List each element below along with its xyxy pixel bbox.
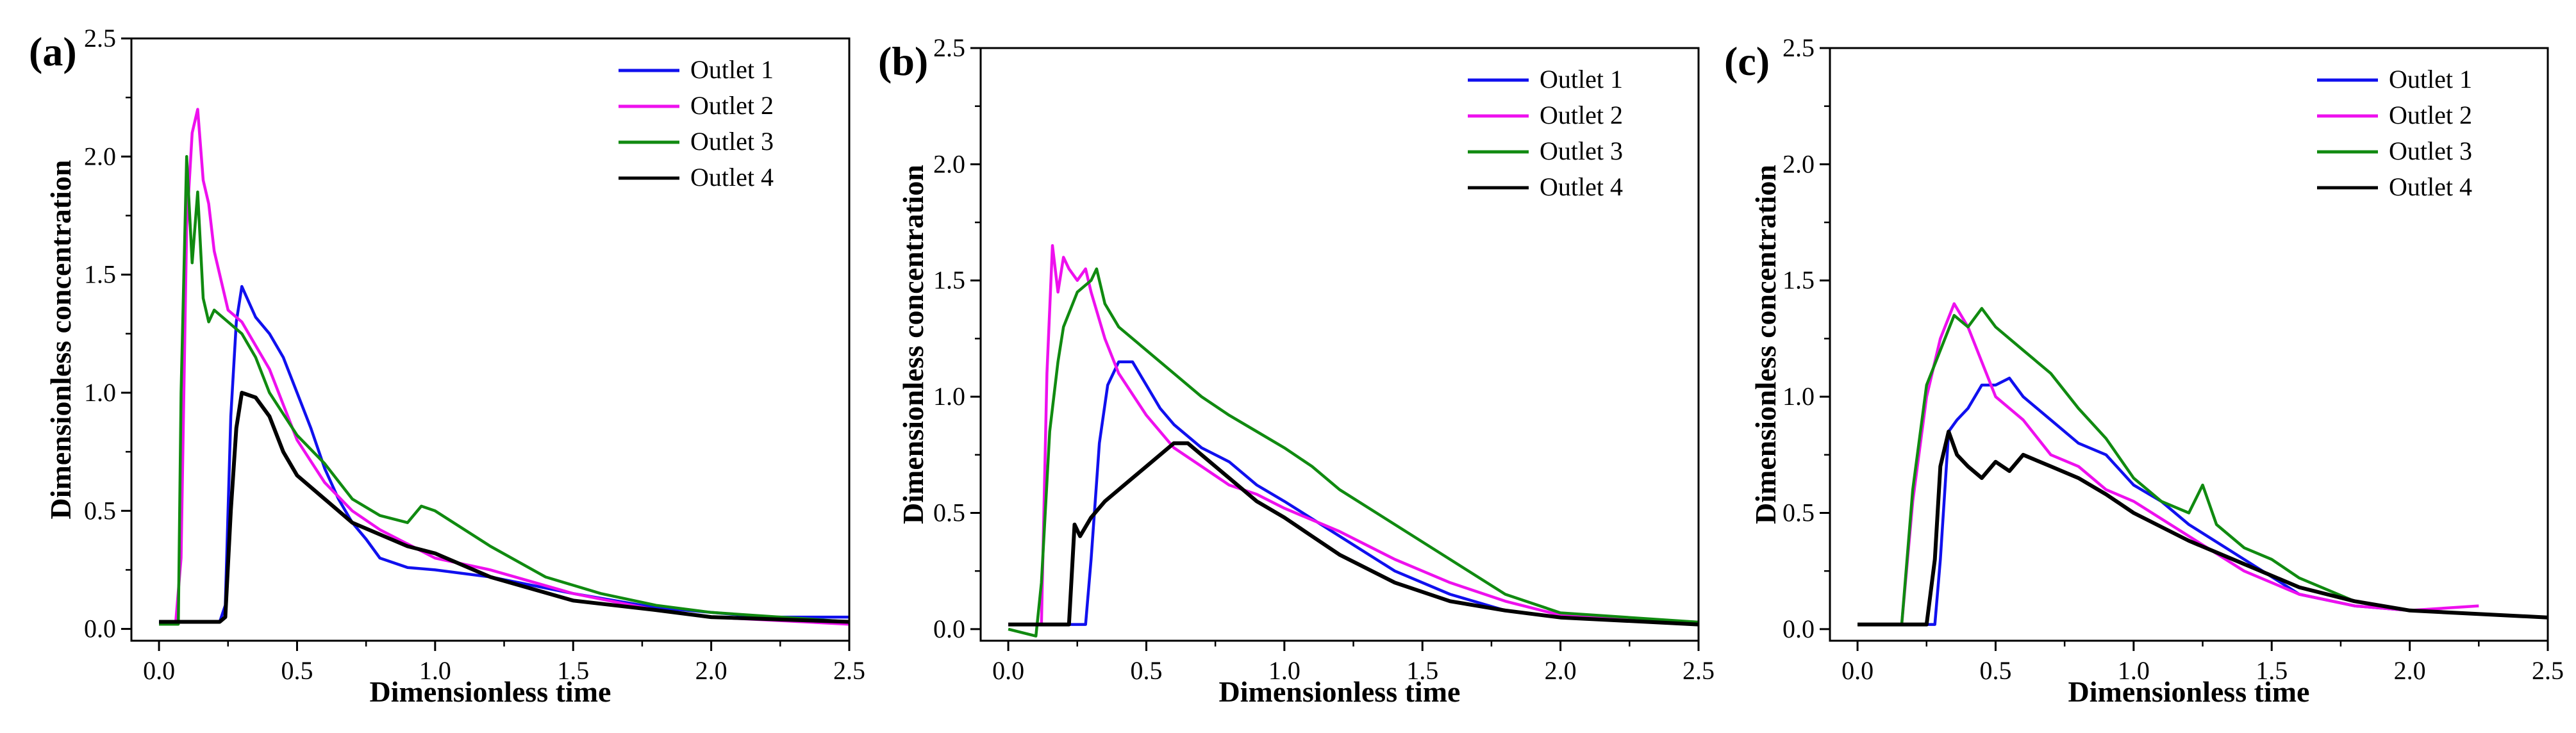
x-axis-label: Dimensionless time xyxy=(370,675,611,708)
y-axis-label: Dimensionless concentration xyxy=(44,160,77,520)
y-tick-label: 0.0 xyxy=(1782,614,1815,643)
legend-label-outlet-4: Outlet 4 xyxy=(690,163,774,192)
series-line-outlet-1 xyxy=(1008,360,1699,626)
y-tick-label: 1.5 xyxy=(1782,266,1815,295)
y-tick-label: 0.0 xyxy=(933,614,965,643)
y-tick-label: 2.0 xyxy=(933,149,965,178)
y-tick-label: 1.0 xyxy=(933,382,965,411)
y-tick-label: 2.0 xyxy=(1782,149,1815,178)
y-tick-label: 0.5 xyxy=(84,496,116,525)
panel-label: (c) xyxy=(1724,38,1770,84)
legend-label-outlet-4: Outlet 4 xyxy=(2389,172,2472,201)
chart-panel-c: 0.0 0.5 1.0 1.5 2.0 2.5 0.0 0.5 1.0 1.5 2.0 2.5 Dime… xyxy=(1724,33,2564,708)
legend-label-outlet-3: Outlet 3 xyxy=(690,127,774,156)
x-tick-label: 2.5 xyxy=(833,656,865,685)
series-line-outlet-2 xyxy=(159,108,849,626)
x-tick-label: 0.5 xyxy=(1130,656,1162,685)
panel-label: (a) xyxy=(29,29,77,74)
series-line-outlet-3 xyxy=(1857,307,2548,626)
y-axis-label: Dimensionless concentration xyxy=(897,165,929,524)
panel-label: (b) xyxy=(878,38,928,84)
chart-panel-a: 0.0 0.5 1.0 1.5 2.0 2.5 0.0 0.5 1.0 1.5 2.0 2.5 Dime… xyxy=(29,24,865,708)
series-lines xyxy=(159,108,849,626)
legend-label-outlet-2: Outlet 2 xyxy=(690,91,774,120)
legend-label-outlet-1: Outlet 1 xyxy=(690,55,774,84)
x-tick-label: 1.0 xyxy=(2118,656,2150,685)
series-line-outlet-4 xyxy=(1008,441,1699,627)
chart-panel-b: 0.0 0.5 1.0 1.5 2.0 2.5 0.0 0.5 1.0 1.5 2.0 2.5 Dime… xyxy=(878,33,1715,708)
x-tick-label: 1.5 xyxy=(1406,656,1438,685)
y-tick-label: 2.5 xyxy=(933,33,965,62)
legend-label-outlet-2: Outlet 2 xyxy=(2389,101,2472,129)
legend-label-outlet-1: Outlet 1 xyxy=(2389,65,2472,94)
x-tick-label: 2.5 xyxy=(1683,656,1715,685)
legend-label-outlet-4: Outlet 4 xyxy=(1540,172,1623,201)
x-tick-label: 0.5 xyxy=(1979,656,2011,685)
y-tick-label: 2.5 xyxy=(1782,33,1815,62)
y-tick-label: 0.0 xyxy=(84,614,116,643)
series-lines xyxy=(1857,302,2548,627)
legend-label-outlet-2: Outlet 2 xyxy=(1540,101,1623,129)
x-tick-label: 2.0 xyxy=(2394,656,2426,685)
y-tick-label: 1.0 xyxy=(1782,382,1815,411)
series-line-outlet-2 xyxy=(1008,244,1699,626)
x-tick-label: 1.5 xyxy=(2256,656,2288,685)
series-line-outlet-1 xyxy=(1857,376,2548,626)
legend-label-outlet-3: Outlet 3 xyxy=(1540,136,1623,165)
x-tick-label: 0.0 xyxy=(143,656,175,685)
x-tick-label: 0.5 xyxy=(281,656,313,685)
series-line-outlet-4 xyxy=(1857,429,2548,627)
y-axis-label: Dimensionless concentration xyxy=(1749,165,1782,524)
y-tick-label: 0.5 xyxy=(933,498,965,527)
x-tick-label: 0.0 xyxy=(1841,656,1874,685)
y-tick-label: 0.5 xyxy=(1782,498,1815,527)
series-line-outlet-3 xyxy=(159,155,849,626)
x-tick-label: 2.0 xyxy=(695,656,727,685)
y-tick-label: 2.0 xyxy=(84,142,116,170)
series-line-outlet-3 xyxy=(1008,267,1699,638)
x-axis-label: Dimensionless time xyxy=(1219,675,1461,708)
plot-frame xyxy=(1829,47,2549,642)
x-tick-label: 0.0 xyxy=(992,656,1024,685)
y-tick-label: 1.0 xyxy=(84,378,116,407)
legend-label-outlet-1: Outlet 1 xyxy=(1540,65,1623,94)
x-tick-label: 1.5 xyxy=(557,656,589,685)
x-tick-label: 1.0 xyxy=(419,656,451,685)
plot-frame xyxy=(979,47,1700,642)
plot-frame xyxy=(130,37,851,642)
y-tick-label: 1.5 xyxy=(933,266,965,295)
x-axis-label: Dimensionless time xyxy=(2068,675,2310,708)
series-lines xyxy=(1008,244,1699,638)
x-tick-label: 2.0 xyxy=(1545,656,1577,685)
y-tick-label: 1.5 xyxy=(84,260,116,289)
y-tick-label: 2.5 xyxy=(84,24,116,53)
legend-label-outlet-3: Outlet 3 xyxy=(2389,136,2472,165)
x-tick-label: 2.5 xyxy=(2532,656,2564,685)
series-line-outlet-4 xyxy=(159,390,849,624)
x-tick-label: 1.0 xyxy=(1268,656,1300,685)
series-line-outlet-2 xyxy=(1857,302,2479,626)
